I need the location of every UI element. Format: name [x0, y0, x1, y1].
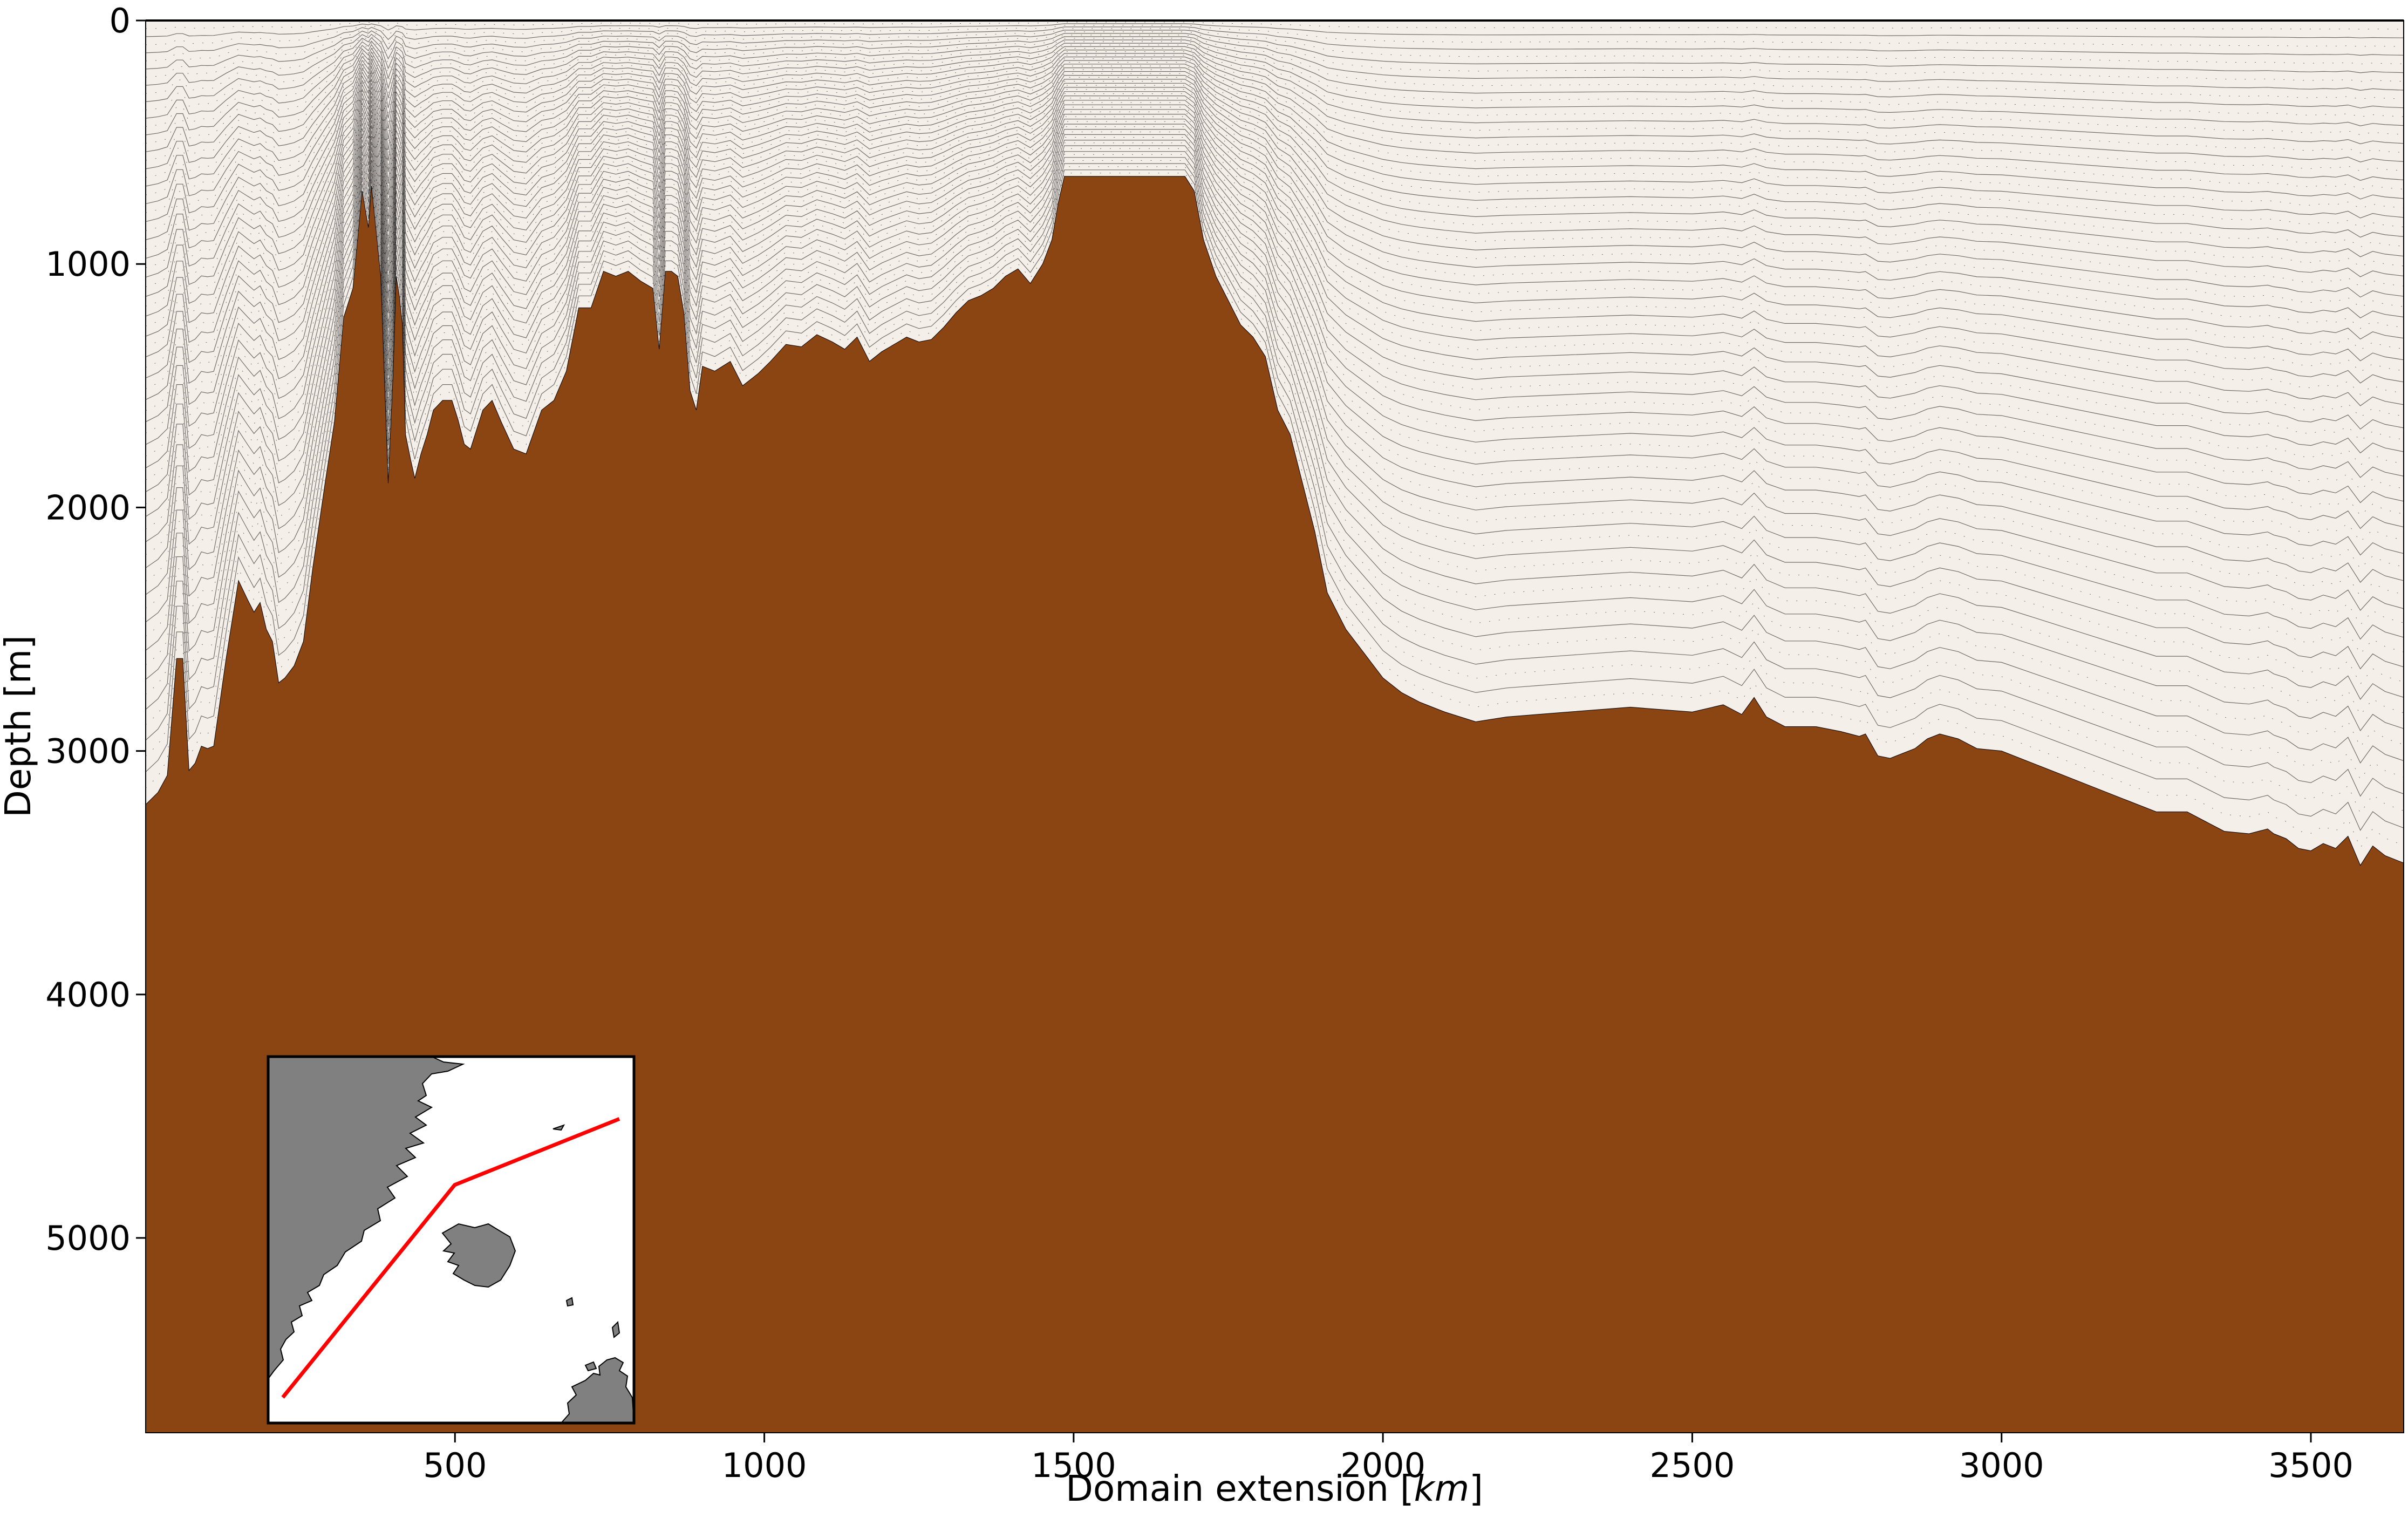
sigma-level-line — [146, 69, 2404, 288]
sigma-level-line — [146, 114, 2404, 529]
x-tick-label: 1500 — [1031, 1446, 1116, 1485]
sigma-level-line — [146, 73, 2404, 308]
inset-map — [267, 1055, 636, 1425]
sigma-level-line — [146, 119, 2404, 556]
sigma-level-line — [146, 43, 2404, 145]
sigma-level-line — [146, 160, 2404, 780]
x-axis: 500 1000 1500 2000 2500 3000 3500 — [423, 1433, 2354, 1485]
y-axis: 0 1000 2000 3000 4000 5000 — [45, 1, 146, 1258]
jan-mayen-island — [552, 1124, 565, 1131]
sigma-level-line — [146, 124, 2404, 583]
shetland-islands — [611, 1320, 620, 1338]
sigma-level-line — [146, 87, 2404, 384]
sigma-level-line — [146, 145, 2404, 700]
sigma-level-line — [146, 151, 2404, 732]
sigma-coordinate-lines — [146, 22, 2404, 848]
transect-line — [281, 1117, 620, 1399]
x-tick-label: 3000 — [1959, 1446, 2044, 1485]
y-tick-label: 4000 — [45, 975, 131, 1015]
sigma-level-line — [146, 100, 2404, 454]
sigma-level-line — [146, 77, 2404, 329]
sigma-level-line — [146, 169, 2404, 831]
orkney-islands — [584, 1361, 597, 1372]
inset-map-frame — [267, 1055, 636, 1425]
x-tick-label: 1000 — [722, 1446, 807, 1485]
sigma-level-line — [146, 49, 2404, 181]
x-tick-label: 2500 — [1650, 1446, 1735, 1485]
sigma-level-line — [146, 111, 2404, 516]
y-tick-label: 5000 — [45, 1219, 131, 1258]
sigma-level-line — [146, 30, 2404, 73]
sigma-level-line — [146, 39, 2404, 126]
seafloor-area — [146, 176, 2404, 1433]
sigma-level-line — [146, 67, 2404, 277]
sigma-level-line — [146, 140, 2404, 670]
plot-frame — [145, 20, 2404, 1433]
y-axis-label: Depth [m] — [0, 635, 39, 818]
sigma-level-line — [146, 104, 2404, 478]
sigma-level-line — [146, 36, 2404, 108]
sigma-level-line — [146, 60, 2404, 238]
sigma-level-line — [146, 46, 2404, 162]
x-tick-label: 500 — [423, 1446, 487, 1485]
sigma-level-line — [146, 129, 2404, 611]
y-tick-label: 1000 — [45, 244, 131, 284]
sigma-level-line — [146, 132, 2404, 625]
iceland-island — [441, 1223, 516, 1288]
x-tick-label: 2000 — [1340, 1446, 1425, 1485]
sigma-level-line — [146, 23, 2404, 38]
sigma-level-line — [146, 83, 2404, 362]
greenland-coast — [268, 1057, 465, 1380]
faroe-islands — [565, 1297, 574, 1307]
sigma-level-line — [146, 33, 2404, 91]
y-tick-label: 0 — [110, 1, 131, 40]
x-axis-label: Domain extension [km] — [1066, 1468, 1483, 1509]
sigma-level-line — [146, 26, 2404, 56]
sigma-level-line — [146, 64, 2404, 257]
sigma-level-line — [146, 53, 2404, 200]
y-tick-label: 2000 — [45, 488, 131, 527]
sigma-level-line — [146, 157, 2404, 764]
sigma-level-line — [146, 91, 2404, 406]
sigma-level-line — [146, 89, 2404, 395]
sigma-level-line — [146, 163, 2404, 797]
sigma-level-line — [146, 96, 2404, 430]
sigma-level-line — [146, 109, 2404, 503]
sigma-level-line — [146, 75, 2404, 318]
sigma-level-line — [146, 134, 2404, 640]
y-tick-label: 3000 — [45, 732, 131, 771]
sigma-level-line — [146, 79, 2404, 340]
sigma-level-line — [146, 62, 2404, 248]
x-tick-label: 3500 — [2268, 1446, 2354, 1485]
sigma-level-line — [146, 71, 2404, 298]
sigma-level-line — [146, 56, 2404, 219]
scotland-coast — [560, 1357, 634, 1423]
